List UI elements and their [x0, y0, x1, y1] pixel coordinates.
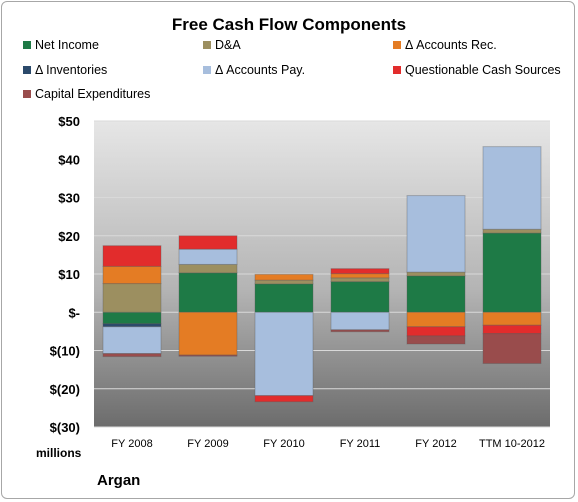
bar-segment	[330, 311, 390, 331]
y-tick-label: $50	[58, 114, 80, 129]
company-name: Argan	[97, 472, 141, 489]
bar-segment	[178, 311, 238, 356]
bar-segment	[254, 311, 314, 397]
y-tick-label: $40	[58, 152, 80, 167]
bar-segment	[406, 335, 466, 345]
bar-segment	[406, 275, 466, 313]
bar-segment	[406, 195, 466, 273]
legend-item: Δ Inventories	[23, 63, 107, 77]
bar-segment	[330, 277, 390, 283]
bar-segment	[406, 311, 466, 328]
bar-segment	[102, 265, 162, 285]
bar-segment	[330, 329, 390, 333]
bar-segment	[102, 326, 162, 355]
legend-label: Net Income	[35, 38, 99, 52]
bar-segment	[178, 272, 238, 313]
bar-segment	[178, 263, 238, 274]
legend-item: Δ Accounts Pay.	[203, 63, 305, 77]
y-tick-label: $10	[58, 267, 80, 282]
bar-segment	[482, 333, 542, 365]
bar-segment	[406, 271, 466, 277]
x-tick-label: FY 2010	[263, 438, 304, 450]
bar-segment	[330, 273, 390, 279]
bar-segment	[330, 268, 390, 275]
x-tick-label: TTM 10-2012	[479, 438, 545, 450]
bar-segment	[406, 326, 466, 337]
bar-segment	[330, 281, 390, 313]
legend-label: Questionable Cash Sources	[405, 63, 561, 77]
legend-swatch	[23, 40, 31, 49]
legend-item: Capital Expenditures	[23, 87, 150, 101]
y-tick-label: $20	[58, 229, 80, 244]
bar-segment	[482, 232, 542, 313]
y-tick-label: $-	[68, 305, 80, 320]
y-tick-label: $(30)	[50, 420, 80, 435]
legend-label: Δ Accounts Pay.	[215, 63, 306, 77]
legend-label: Δ Inventories	[35, 63, 108, 77]
bar-segment	[102, 353, 162, 358]
bar-segment	[178, 235, 238, 250]
bar-segment	[254, 283, 314, 313]
legend-swatch	[203, 40, 211, 49]
legend-label: Capital Expenditures	[35, 87, 151, 101]
bar-segment	[102, 283, 162, 313]
bar-segment	[178, 354, 238, 357]
bar-segment	[178, 248, 238, 265]
legend-item: Questionable Cash Sources	[393, 63, 561, 77]
legend-swatch	[23, 65, 31, 74]
bar-segment	[482, 146, 542, 230]
y-tick-label: $(10)	[50, 344, 80, 359]
bar-segment	[254, 273, 314, 281]
legend-item: Δ Accounts Rec.	[393, 38, 497, 52]
x-tick-label: FY 2008	[111, 438, 152, 450]
legend-item: Net Income	[23, 38, 99, 52]
y-tick-label: $(20)	[50, 382, 80, 397]
y-tick-label: $30	[58, 191, 80, 206]
bar-segment	[482, 228, 542, 234]
x-tick-label: FY 2012	[415, 438, 456, 450]
bar-segment	[254, 395, 314, 403]
bar-segment	[254, 279, 314, 285]
y-axis-unit-label: millions	[36, 446, 82, 460]
x-tick-label: FY 2011	[340, 438, 381, 450]
chart-title: Free Cash Flow Components	[171, 15, 407, 34]
bar-segment	[102, 311, 162, 325]
bar-segment	[482, 324, 542, 335]
legend-swatch	[393, 65, 401, 74]
legend-item: D&A	[203, 38, 241, 52]
legend-swatch	[393, 40, 401, 49]
bar-segment	[482, 311, 542, 326]
legend-label: D&A	[215, 38, 241, 52]
legend-swatch	[23, 89, 31, 98]
x-tick-label: FY 2009	[187, 438, 228, 450]
legend-label: Δ Accounts Rec.	[405, 38, 497, 52]
legend-swatch	[203, 65, 211, 74]
bar-segment	[102, 245, 162, 267]
